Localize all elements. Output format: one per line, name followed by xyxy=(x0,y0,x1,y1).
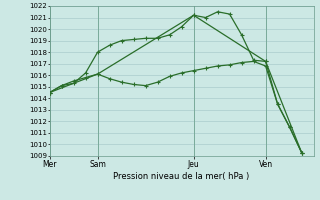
X-axis label: Pression niveau de la mer( hPa ): Pression niveau de la mer( hPa ) xyxy=(114,172,250,181)
